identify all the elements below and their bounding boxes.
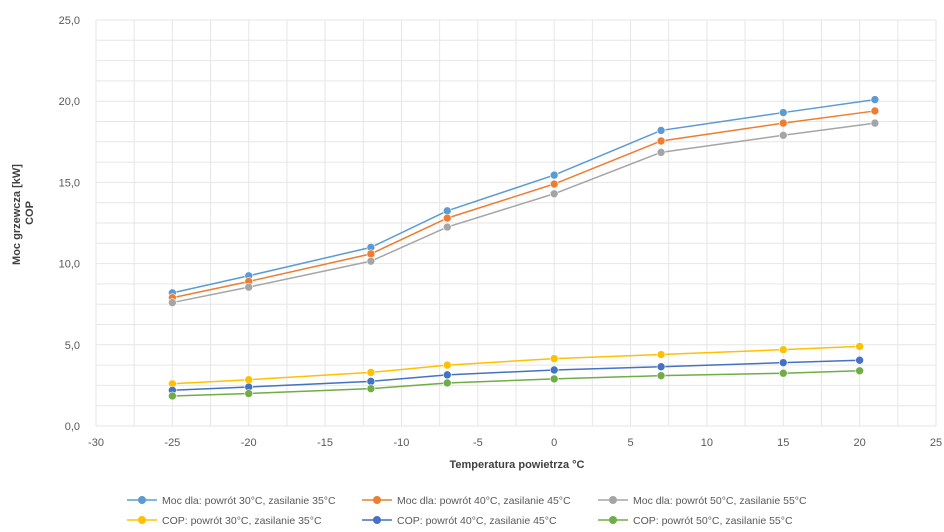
x-axis-ticks: -30 -25 -20 -15 -10 -5 0 5 10 15 20 25 [88, 437, 942, 449]
x-tick-label: -5 [473, 437, 483, 449]
y-axis-title: Moc grzewcza [kW] COP [11, 161, 36, 265]
data-point [656, 350, 666, 359]
data-point [366, 256, 376, 266]
data-point [549, 170, 559, 180]
legend: Moc dla: powrót 30°C, zasilanie 35°C Moc … [127, 495, 807, 527]
data-point [366, 249, 376, 259]
series-4 [168, 342, 864, 389]
data-point [366, 377, 376, 386]
x-tick-label: 5 [627, 437, 633, 449]
data-point [870, 95, 880, 104]
data-point [855, 342, 864, 351]
data-point [366, 368, 376, 377]
x-tick-label: -10 [394, 437, 410, 449]
x-tick-label: -20 [241, 437, 257, 449]
x-tick-label: -25 [164, 437, 180, 449]
data-point [244, 389, 254, 398]
series-line [172, 98, 876, 294]
legend-item: Moc dla: powrót 30°C, zasilanie 35°C [127, 495, 336, 507]
data-point [656, 371, 666, 380]
series-line [172, 370, 860, 397]
y-tick-label: 0,0 [65, 421, 80, 433]
data-point [442, 370, 452, 380]
x-axis-title: Temperatura powietrza °C [449, 459, 584, 471]
data-point [442, 360, 452, 370]
legend-item: Moc dla: powrót 50°C, zasilanie 55°C [598, 495, 807, 507]
legend-label: Moc dla: powrót 30°C, zasilanie 35°C [162, 495, 336, 507]
x-tick-label: 25 [930, 437, 942, 449]
data-point [244, 375, 254, 385]
legend-label: Moc dla: powrót 40°C, zasilanie 45°C [397, 495, 571, 507]
data-point [549, 365, 559, 375]
data-point [549, 354, 559, 363]
data-point [778, 108, 788, 117]
data-point [168, 298, 177, 307]
series-line [172, 122, 876, 304]
y-tick-label: 25,0 [59, 15, 80, 27]
legend-item: COP: powrót 50°C, zasilanie 55°C [598, 515, 793, 527]
legend-marker [138, 496, 146, 504]
data-point [778, 131, 788, 140]
series-6 [168, 366, 864, 401]
series-group [168, 95, 880, 401]
data-point [656, 126, 666, 135]
data-point [442, 206, 452, 216]
series-line [172, 345, 860, 385]
series-line [172, 359, 860, 392]
data-point [855, 366, 864, 376]
y-axis-title-line-2: COP [24, 201, 36, 225]
y-axis-title-line-1: Moc grzewcza [kW] [11, 164, 23, 265]
legend-label: COP: powrót 40°C, zasilanie 45°C [397, 515, 557, 527]
legend-marker [138, 516, 146, 524]
x-tick-label: 20 [854, 437, 866, 449]
data-point [549, 374, 559, 384]
y-tick-label: 20,0 [59, 96, 80, 108]
grid [95, 19, 937, 427]
series-1 [168, 95, 880, 298]
legend-marker [609, 516, 617, 524]
series-line [172, 110, 876, 299]
data-point [549, 179, 559, 189]
legend-item: COP: powrót 40°C, zasilanie 45°C [362, 515, 557, 527]
data-point [778, 368, 788, 378]
legend-marker [373, 496, 381, 504]
data-point [168, 391, 177, 401]
x-tick-label: -30 [88, 437, 104, 449]
x-tick-label: 0 [551, 437, 557, 449]
data-point [656, 136, 666, 146]
data-point [549, 189, 559, 199]
data-point [442, 222, 452, 232]
legend-label: Moc dla: powrót 50°C, zasilanie 55°C [633, 495, 807, 507]
data-point [366, 384, 376, 393]
legend-label: COP: powrót 30°C, zasilanie 35°C [162, 515, 322, 527]
x-tick-label: 15 [777, 437, 789, 449]
data-point [442, 378, 452, 388]
y-tick-label: 5,0 [65, 340, 80, 352]
x-tick-label: 10 [701, 437, 713, 449]
y-axis-ticks: 0,0 5,0 10,0 15,0 20,0 25,0 [59, 15, 80, 433]
y-tick-label: 15,0 [59, 177, 80, 189]
data-point [778, 345, 788, 354]
x-tick-label: -15 [317, 437, 333, 449]
data-point [870, 118, 880, 128]
data-point [870, 106, 880, 116]
data-point [656, 362, 666, 372]
series-5 [168, 355, 864, 395]
legend-marker [609, 496, 617, 504]
data-point [855, 355, 864, 365]
data-point [442, 213, 452, 223]
data-point [656, 148, 666, 157]
y-tick-label: 10,0 [59, 259, 80, 271]
legend-item: COP: powrót 30°C, zasilanie 35°C [127, 515, 322, 527]
legend-item: Moc dla: powrót 40°C, zasilanie 45°C [362, 495, 571, 507]
data-point [244, 282, 254, 292]
data-point [778, 358, 788, 367]
legend-label: COP: powrót 50°C, zasilanie 55°C [633, 515, 793, 527]
data-point [778, 118, 788, 128]
series-3 [168, 118, 880, 307]
legend-marker [373, 516, 381, 524]
